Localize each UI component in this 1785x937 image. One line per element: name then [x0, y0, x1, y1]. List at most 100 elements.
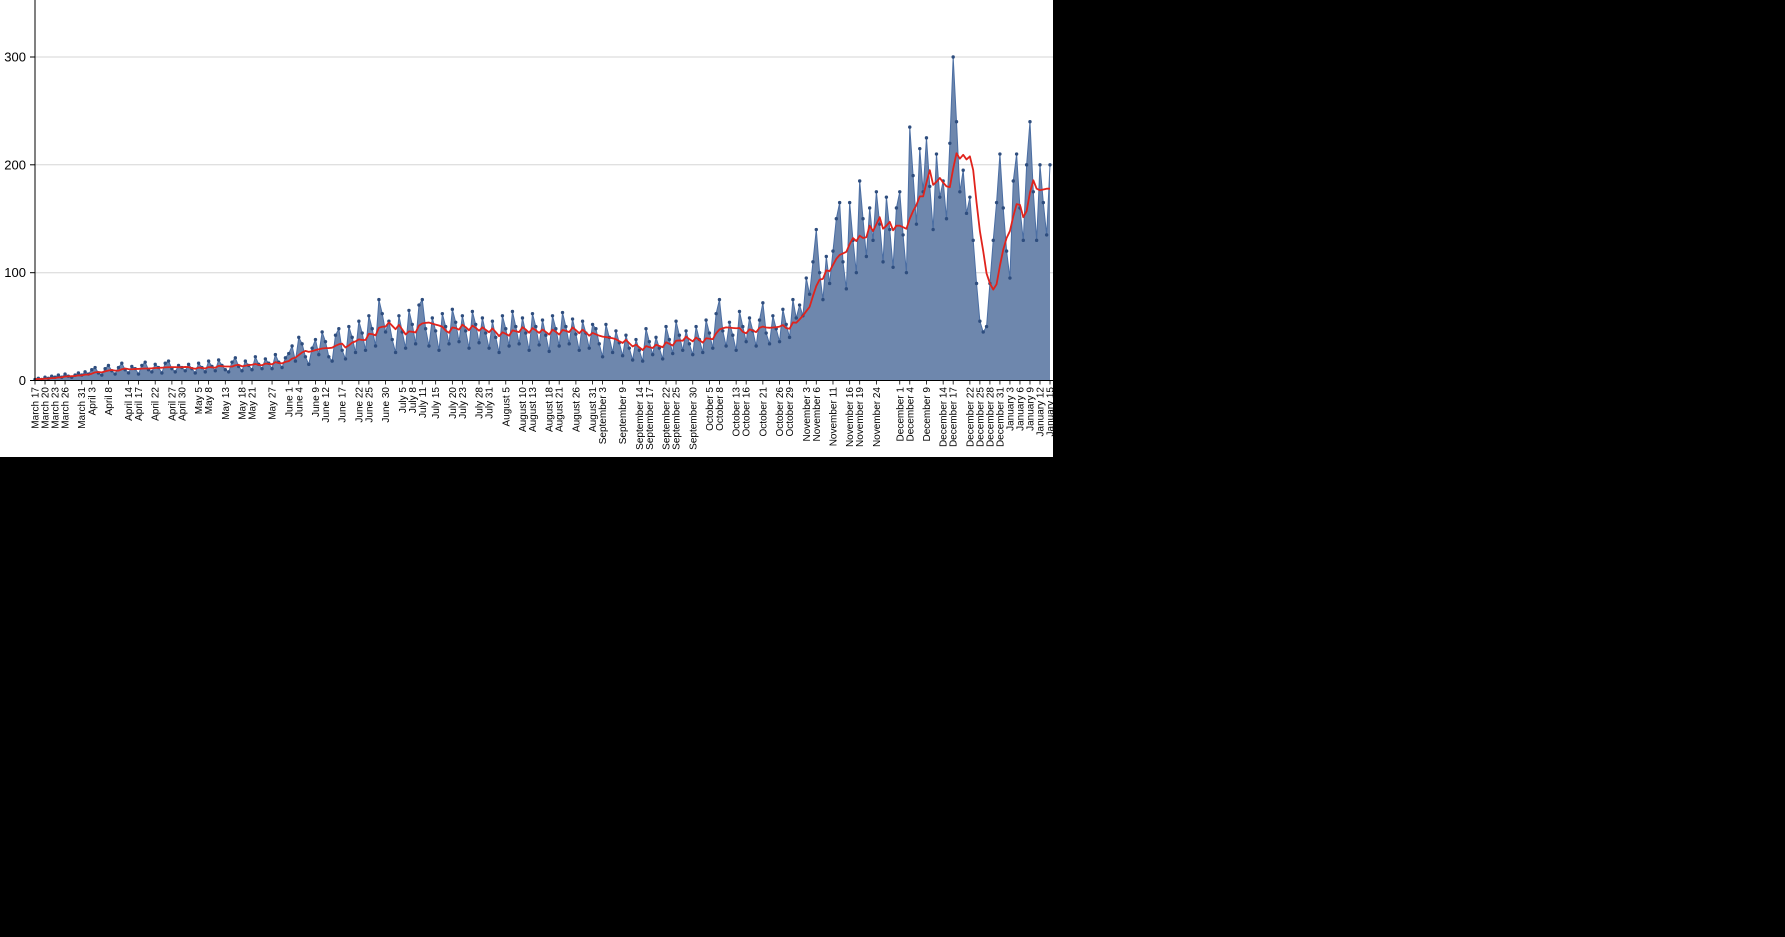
data-point-marker — [834, 217, 839, 221]
data-point-marker — [193, 371, 197, 375]
data-point-marker — [103, 366, 107, 371]
chart-panel: 0 100 200 300 March 17 March 20 March 23 March … — [0, 0, 1053, 457]
data-point-marker — [470, 309, 475, 314]
x-tick-label: July 15 — [431, 387, 442, 419]
x-tick-label: May 8 — [204, 387, 215, 415]
data-point-marker — [407, 308, 411, 313]
data-point-marker — [490, 319, 495, 323]
data-point-marker — [1021, 238, 1025, 243]
data-point-marker — [964, 211, 969, 216]
data-point-marker — [814, 227, 818, 232]
data-point-marker — [447, 342, 451, 346]
data-point-marker — [894, 206, 899, 210]
data-point-marker — [587, 346, 591, 350]
data-point-marker — [243, 359, 248, 363]
data-point-marker — [413, 342, 418, 346]
data-point-marker — [821, 297, 825, 302]
data-point-marker — [811, 260, 815, 264]
x-tick-label: October 21 — [758, 387, 769, 437]
data-point-marker — [761, 301, 765, 305]
x-tick-label: December 28 — [985, 387, 996, 447]
data-point-marker — [704, 318, 708, 322]
data-point-marker — [540, 318, 545, 322]
data-point-marker — [343, 357, 348, 361]
data-point-marker — [784, 322, 788, 327]
data-point-marker — [383, 330, 388, 334]
x-tick-label: April 27 — [167, 387, 178, 421]
data-point-marker — [280, 365, 284, 370]
data-point-marker — [711, 346, 715, 350]
data-point-marker — [504, 327, 508, 331]
x-tick-label: August 13 — [528, 387, 539, 432]
data-point-marker — [290, 344, 294, 348]
data-point-marker — [63, 372, 67, 376]
x-tick-label: December 14 — [939, 387, 950, 447]
data-point-marker — [627, 346, 632, 350]
data-point-marker — [737, 309, 742, 314]
data-point-marker — [560, 310, 565, 315]
data-point-marker — [684, 329, 688, 333]
x-tick-label: December 9 — [922, 387, 933, 442]
data-point-marker — [240, 369, 244, 373]
y-axis-label: 0 — [19, 373, 26, 388]
x-tick-label: September 14 — [635, 387, 646, 450]
data-point-marker — [610, 350, 615, 355]
data-point-marker — [667, 337, 672, 342]
x-tick-label: May 21 — [248, 387, 259, 420]
data-point-marker — [794, 316, 798, 320]
x-tick-label: September 22 — [662, 387, 673, 450]
x-tick-label: October 16 — [742, 387, 753, 437]
data-point-marker — [984, 324, 989, 329]
x-tick-label: December 17 — [949, 387, 960, 447]
data-point-marker — [567, 342, 571, 346]
data-point-marker — [126, 371, 131, 375]
data-point-marker — [283, 356, 288, 360]
data-point-marker — [250, 368, 254, 372]
data-point-marker — [1001, 206, 1005, 210]
data-point-marker — [544, 333, 548, 337]
data-point-marker — [423, 327, 428, 331]
moving-average-line — [34, 152, 1050, 381]
data-point-marker — [681, 348, 685, 353]
data-point-marker — [971, 238, 975, 243]
data-point-marker — [717, 297, 722, 302]
data-point-marker — [694, 324, 698, 329]
data-point-marker — [176, 363, 181, 368]
x-tick-label: October 8 — [715, 387, 726, 431]
x-tick-label: June 25 — [364, 387, 375, 423]
data-point-marker — [817, 270, 822, 275]
x-tick-label: July 20 — [448, 387, 459, 419]
x-tick-label: July 11 — [418, 387, 429, 418]
data-point-marker — [731, 333, 735, 337]
data-point-marker — [958, 190, 962, 194]
data-point-marker — [640, 359, 645, 363]
data-point-marker — [594, 327, 598, 331]
x-tick-label: March 23 — [51, 387, 62, 429]
data-point-marker — [844, 287, 849, 291]
data-point-marker — [403, 346, 408, 350]
data-point-marker — [841, 260, 845, 264]
data-point-marker — [978, 319, 982, 323]
x-tick-label: November 16 — [845, 387, 856, 447]
data-point-marker — [948, 141, 952, 145]
data-point-marker — [898, 190, 902, 194]
data-point-marker — [634, 337, 638, 342]
data-point-marker — [537, 343, 541, 347]
x-tick-label: September 30 — [688, 387, 699, 450]
data-point-marker — [857, 179, 862, 183]
data-point-marker — [313, 337, 318, 342]
data-point-marker — [397, 314, 401, 318]
data-point-marker — [664, 324, 668, 329]
x-tick-label: September 17 — [645, 387, 656, 450]
x-tick-label: March 17 — [31, 387, 42, 429]
data-point-marker — [1004, 249, 1009, 253]
data-point-marker — [597, 342, 601, 346]
data-point-marker — [1028, 120, 1032, 124]
data-point-marker — [183, 369, 187, 373]
data-point-marker — [574, 332, 578, 336]
data-point-marker — [93, 365, 97, 370]
data-point-marker — [457, 339, 461, 344]
data-point-marker — [427, 344, 431, 348]
data-point-marker — [944, 217, 949, 221]
